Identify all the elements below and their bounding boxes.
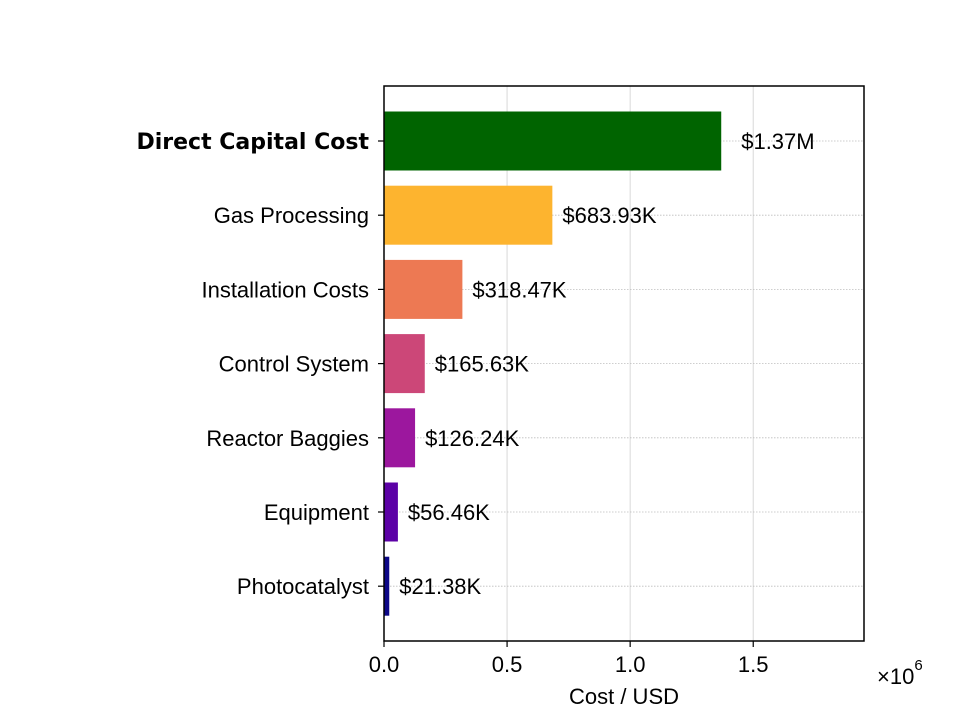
bars [384,111,722,616]
data-label: $165.63K [435,352,530,377]
plot-frame [383,85,865,642]
category-label: Gas Processing [214,203,369,228]
category-label: Equipment [264,500,369,525]
category-label: Direct Capital Cost [136,130,369,155]
category-label: Installation Costs [201,277,369,302]
category-label: Photocatalyst [237,574,369,599]
bar [384,185,553,245]
category-labels: Direct Capital Cost Gas Processing Install… [136,130,369,599]
bar [384,556,390,616]
data-label: $21.38K [399,574,481,599]
data-label: $318.47K [472,277,567,302]
category-label: Control System [219,352,369,377]
bar [384,482,398,542]
x-axis-exponent-base: ×10 [877,664,914,689]
bar [384,111,722,171]
data-label: $1.37M [741,129,814,154]
x-axis-ticks: 0.0 0.5 1.0 1.5 [369,140,769,677]
bar [384,408,416,468]
x-tick-label: 0.5 [492,652,523,677]
data-label: $683.93K [562,203,657,228]
x-tick-label: 1.0 [615,652,646,677]
bar [384,259,463,319]
data-label: $126.24K [425,426,520,451]
x-axis-exponent-power: 6 [914,657,922,674]
category-label: Reactor Baggies [206,426,369,451]
data-label: $56.46K [408,500,490,525]
x-tick-label: 0.0 [369,652,400,677]
x-axis-label: Cost / USD [569,684,679,709]
data-labels: $1.37M $683.93K $318.47K $165.63K $126.24K $5… [399,129,814,599]
bar [384,334,425,394]
x-axis-exponent: ×106 [877,657,923,689]
x-tick-label: 1.5 [738,652,769,677]
